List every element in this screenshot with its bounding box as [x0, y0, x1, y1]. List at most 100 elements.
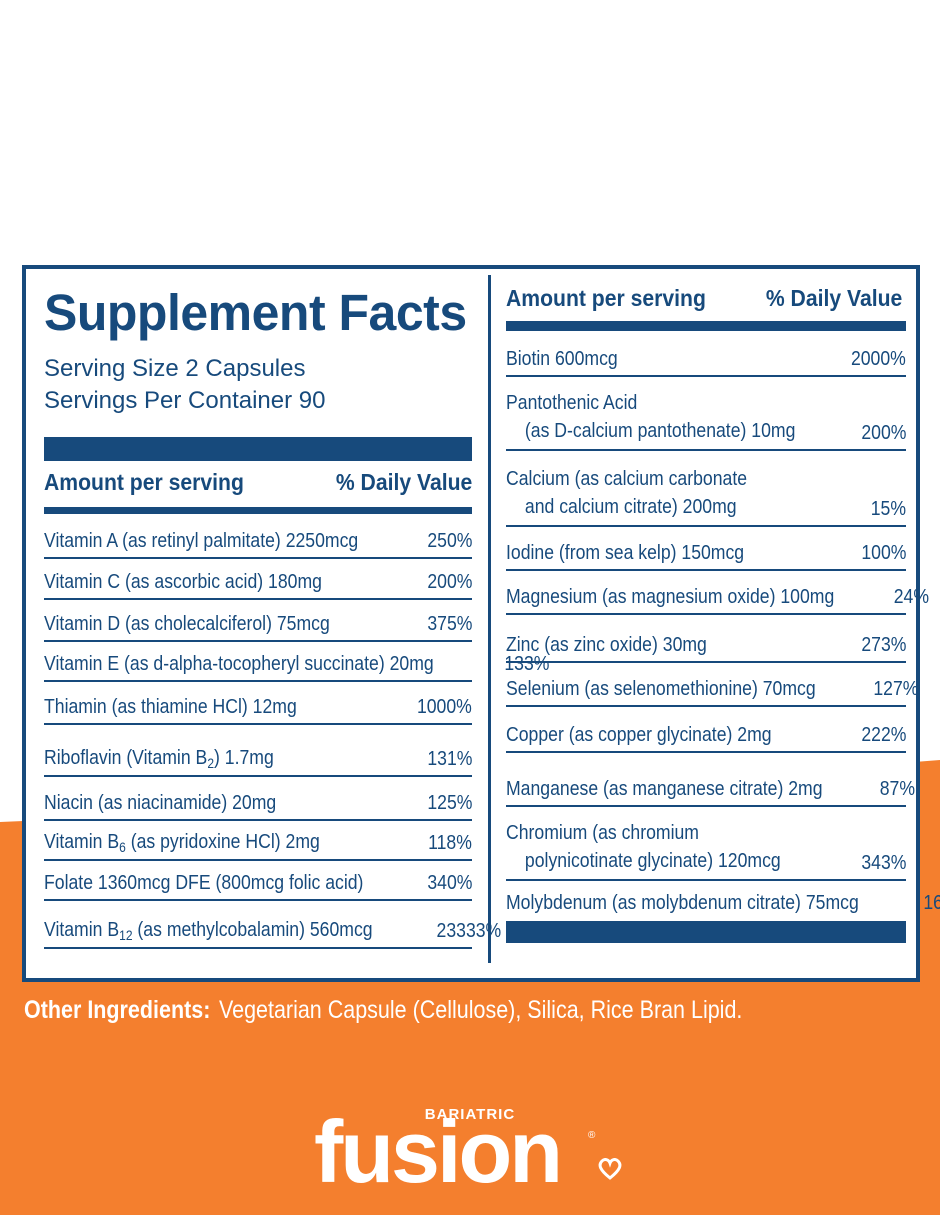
header-rule [506, 321, 906, 331]
supplement-facts-panel: Supplement Facts Serving Size 2 Capsules… [22, 265, 940, 982]
daily-value: 2000% [851, 347, 906, 370]
daily-value: 125% [426, 791, 472, 814]
daily-value: 131% [426, 747, 472, 770]
daily-value: 340% [426, 871, 472, 894]
nutrient-row: Chromium (as chromium polynicotinate glyc… [506, 807, 906, 881]
daily-value: 222% [860, 723, 906, 746]
daily-value: 167% [923, 891, 940, 914]
nutrient-name: Vitamin A (as retinyl palmitate) 2250mcg [44, 529, 359, 552]
page-title: Supplement Facts [44, 284, 467, 341]
nutrient-name: Riboflavin (Vitamin B2) 1.7mg [44, 746, 274, 775]
nutrient-row: Iodine (from sea kelp) 150mcg 100% [506, 527, 906, 571]
nutrient-name: Folate 1360mcg DFE (800mcg folic acid) [44, 871, 364, 894]
nutrient-name: Chromium (as chromium polynicotinate glyc… [506, 819, 781, 879]
nutrient-name: Vitamin E (as d-alpha-tocopheryl succina… [44, 652, 434, 675]
daily-value: 24% [893, 585, 929, 608]
nutrient-name: Copper (as copper glycinate) 2mg [506, 723, 772, 746]
amount-header: Amount per serving [506, 285, 706, 311]
nutrient-name-line1: Calcium (as calcium carbonate [506, 467, 748, 490]
nutrient-row: Vitamin B12 (as methylcobalamin) 560mcg 2… [44, 901, 501, 949]
nutrient-name-part: Vitamin B [44, 830, 120, 853]
other-ingredients-label: Other Ingredients: [24, 996, 211, 1024]
nutrient-subscript: 2 [207, 755, 215, 771]
daily-value: 133% [504, 652, 550, 675]
nutrient-row: Molybdenum (as molybdenum citrate) 75mcg… [506, 881, 940, 919]
daily-value: 100% [860, 541, 906, 564]
other-ingredients-text: Vegetarian Capsule (Cellulose), Silica, … [218, 996, 743, 1024]
nutrient-name: Vitamin D (as cholecalciferol) 75mcg [44, 612, 330, 635]
amount-header: Amount per serving [44, 469, 244, 495]
column-header: Amount per serving % Daily Value [506, 285, 902, 312]
nutrient-row: Manganese (as manganese citrate) 2mg 87% [506, 753, 915, 807]
nutrient-name: Iodine (from sea kelp) 150mcg [506, 541, 745, 564]
nutrient-name: Vitamin B6 (as pyridoxine HCl) 2mg [44, 830, 320, 859]
daily-value: 118% [428, 831, 472, 854]
heart-icon [598, 1158, 622, 1180]
nutrient-subscript: 12 [119, 927, 133, 943]
nutrient-subscript: 6 [119, 839, 126, 855]
nutrient-row: Niacin (as niacinamide) 20mg 125% [44, 777, 472, 821]
nutrient-name-part: ) 1.7mg [214, 746, 274, 769]
nutrient-name: Vitamin B12 (as methylcobalamin) 560mcg [44, 918, 373, 947]
brand-logo: fusion [314, 1102, 563, 1201]
nutrient-name: Molybdenum (as molybdenum citrate) 75mcg [506, 891, 859, 914]
serving-size: Serving Size 2 Capsules [44, 355, 306, 382]
daily-value: 1000% [417, 695, 472, 718]
nutrient-name-part: (as pyridoxine HCl) 2mg [125, 830, 320, 853]
nutrient-row: Copper (as copper glycinate) 2mg 222% [506, 707, 906, 753]
nutrient-row: Thiamin (as thiamine HCl) 12mg 1000% [44, 682, 472, 725]
other-ingredients: Other Ingredients: Vegetarian Capsule (Ce… [24, 996, 742, 1025]
nutrient-name: Manganese (as manganese citrate) 2mg [506, 777, 823, 800]
nutrient-row: Pantothenic Acid (as D-calcium pantothena… [506, 377, 906, 451]
nutrient-name-line2: and calcium citrate) 200mg [524, 495, 737, 518]
nutrient-name: Thiamin (as thiamine HCl) 12mg [44, 695, 297, 718]
nutrient-name: Biotin 600mcg [506, 347, 618, 370]
nutrient-name: Selenium (as selenomethionine) 70mcg [506, 677, 816, 700]
nutrient-row: Vitamin B6 (as pyridoxine HCl) 2mg 118% [44, 821, 472, 861]
nutrient-name-part: (as methylcobalamin) 560mcg [132, 918, 373, 941]
footer-bar [506, 921, 906, 943]
nutrient-row: Folate 1360mcg DFE (800mcg folic acid) 34… [44, 861, 472, 901]
nutrient-name-part: Riboflavin (Vitamin B [44, 746, 208, 769]
column-header: Amount per serving % Daily Value [44, 469, 472, 496]
nutrient-row: Magnesium (as magnesium oxide) 100mg 24% [506, 571, 929, 615]
nutrient-name-line1: Chromium (as chromium [506, 821, 699, 844]
daily-value: 375% [426, 612, 472, 635]
daily-value: 127% [873, 677, 919, 700]
daily-value: 343% [860, 851, 906, 874]
nutrient-name-line2: (as D-calcium pantothenate) 10mg [524, 419, 796, 442]
daily-value: 87% [879, 777, 916, 800]
nutrient-name-part: Vitamin B [44, 918, 120, 941]
header-bar [44, 437, 472, 461]
nutrient-row: Zinc (as zinc oxide) 30mg 273% [506, 615, 906, 663]
column-divider [488, 275, 491, 963]
header-rule [44, 507, 472, 514]
nutrient-row: Riboflavin (Vitamin B2) 1.7mg 131% [44, 725, 472, 777]
nutrient-name: Pantothenic Acid (as D-calcium pantothena… [506, 389, 795, 449]
daily-value: 23333% [436, 919, 502, 942]
nutrient-name: Niacin (as niacinamide) 20mg [44, 791, 277, 814]
nutrient-name: Zinc (as zinc oxide) 30mg [506, 633, 707, 656]
nutrient-row: Biotin 600mcg 2000% [506, 331, 906, 377]
daily-value: 15% [870, 497, 906, 520]
nutrient-row: Vitamin A (as retinyl palmitate) 2250mcg… [44, 514, 472, 559]
nutrient-row: Calcium (as calcium carbonate and calcium… [506, 451, 906, 527]
servings-per-container: Servings Per Container 90 [44, 387, 326, 414]
nutrient-name-line1: Pantothenic Acid [506, 391, 638, 414]
daily-value: 250% [426, 529, 472, 552]
dv-header: % Daily Value [335, 469, 472, 495]
brand-tagline: BARIATRIC [424, 1106, 516, 1123]
nutrient-name: Vitamin C (as ascorbic acid) 180mg [44, 570, 322, 593]
nutrient-row: Vitamin E (as d-alpha-tocopheryl succina… [44, 642, 550, 682]
dv-header: % Daily Value [765, 285, 902, 311]
daily-value: 200% [426, 570, 472, 593]
nutrient-row: Vitamin D (as cholecalciferol) 75mcg 375% [44, 600, 472, 642]
nutrient-name: Magnesium (as magnesium oxide) 100mg [506, 585, 835, 608]
nutrient-row: Selenium (as selenomethionine) 70mcg 127% [506, 663, 919, 707]
registered-mark: ® [588, 1130, 596, 1141]
nutrient-name: Calcium (as calcium carbonate and calcium… [506, 465, 747, 525]
nutrient-row: Vitamin C (as ascorbic acid) 180mg 200% [44, 559, 472, 600]
daily-value: 200% [860, 421, 906, 444]
daily-value: 273% [860, 633, 906, 656]
nutrient-name-line2: polynicotinate glycinate) 120mcg [524, 849, 781, 872]
